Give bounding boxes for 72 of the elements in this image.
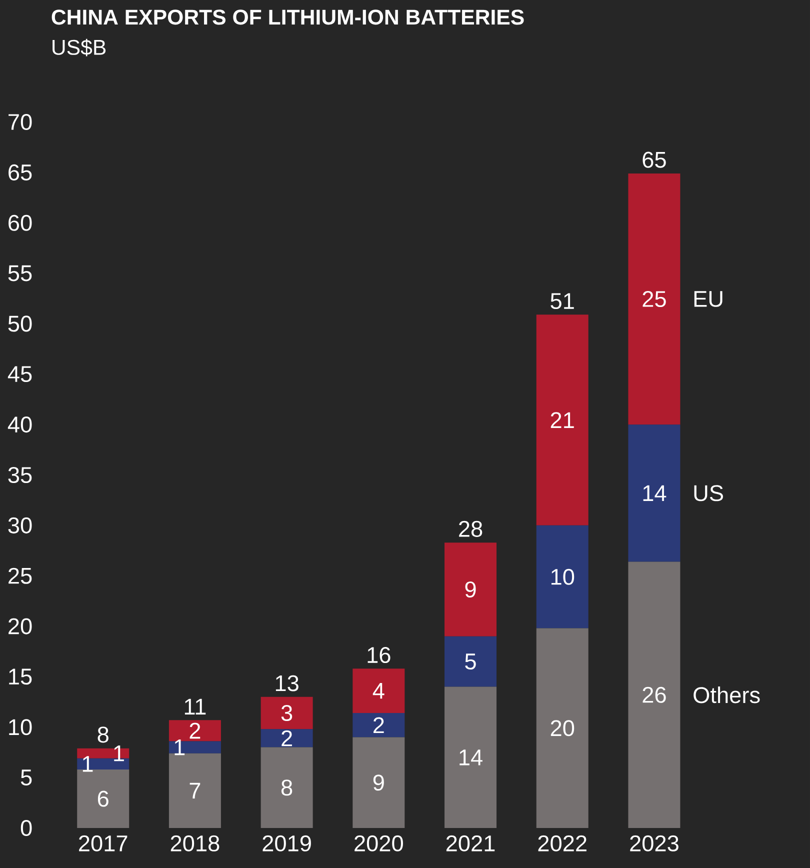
- y-tick-label: 55: [8, 265, 32, 282]
- data-label: 1: [114, 746, 124, 762]
- x-tick-label: 2018: [170, 835, 220, 852]
- x-tick-label: 2017: [79, 835, 128, 852]
- bar: [260, 729, 313, 748]
- x-tick-label: 2019: [262, 835, 311, 852]
- series-label: Others: [694, 686, 760, 704]
- chart-title: CHINA EXPORTS OF LITHIUM-ION BATTERIES: [52, 10, 524, 25]
- data-label: 25: [642, 290, 666, 308]
- total-label: 16: [368, 646, 390, 664]
- bar: [260, 747, 313, 828]
- data-label: 4: [372, 683, 384, 699]
- total-label: 51: [550, 293, 574, 310]
- x-tick-label: 2020: [354, 835, 403, 852]
- data-label: 2: [374, 717, 384, 734]
- x-tick-label: 2023: [630, 835, 678, 852]
- y-tick-label: 45: [8, 366, 32, 382]
- total-label: 28: [459, 520, 482, 537]
- data-label: 1: [82, 756, 93, 772]
- bar: [444, 636, 497, 687]
- data-label: 20: [550, 720, 574, 736]
- bar: [444, 686, 497, 828]
- bar: [536, 525, 588, 628]
- data-label: 9: [373, 774, 384, 791]
- y-tick-label: 25: [8, 568, 32, 584]
- data-label: 21: [550, 412, 574, 428]
- y-tick-label: 60: [8, 214, 32, 231]
- y-tick-label: 30: [8, 517, 32, 534]
- bar: [352, 668, 405, 714]
- bar: [628, 173, 680, 425]
- x-tick-label: 2022: [538, 835, 586, 852]
- series-label: EU: [694, 291, 722, 307]
- y-tick-label: 15: [9, 668, 32, 685]
- data-label: 6: [98, 790, 108, 807]
- bar: [628, 562, 680, 828]
- total-label: 65: [642, 152, 666, 168]
- data-label: 1: [174, 740, 185, 756]
- bar: [444, 542, 497, 636]
- bar: [168, 741, 221, 754]
- total-label: 8: [98, 726, 108, 743]
- y-tick-label: 70: [8, 114, 32, 130]
- y-tick-label: 20: [8, 618, 32, 634]
- total-label: 13: [276, 675, 298, 692]
- data-label: 14: [643, 485, 666, 501]
- x-tick-label: 2021: [446, 835, 495, 852]
- bar: [628, 424, 680, 562]
- series-label: US: [694, 485, 723, 502]
- data-label: 10: [551, 568, 574, 585]
- y-tick-label: 40: [8, 416, 32, 433]
- y-tick-label: 10: [9, 719, 32, 736]
- bar: [352, 713, 405, 738]
- bar: [536, 628, 588, 828]
- data-label: 2: [190, 722, 200, 739]
- data-label: 2: [282, 730, 292, 746]
- y-tick-label: 5: [20, 770, 32, 786]
- y-tick-label: 50: [8, 316, 32, 332]
- data-label: 5: [465, 654, 476, 670]
- data-label: 26: [642, 686, 666, 703]
- chart-subtitle: US$B: [52, 38, 106, 56]
- data-label: 8: [281, 780, 292, 796]
- data-label: 14: [460, 750, 482, 766]
- bar: [352, 737, 405, 828]
- y-tick-label: 65: [8, 164, 32, 180]
- data-label: 7: [190, 782, 200, 798]
- data-label: 3: [281, 704, 292, 722]
- bar: [536, 314, 588, 526]
- y-tick-label: 35: [8, 466, 32, 484]
- bar: [168, 720, 221, 742]
- data-label: 9: [465, 581, 476, 598]
- bar: [260, 696, 313, 730]
- total-label: 11: [184, 698, 206, 714]
- y-tick-label: 0: [20, 820, 32, 836]
